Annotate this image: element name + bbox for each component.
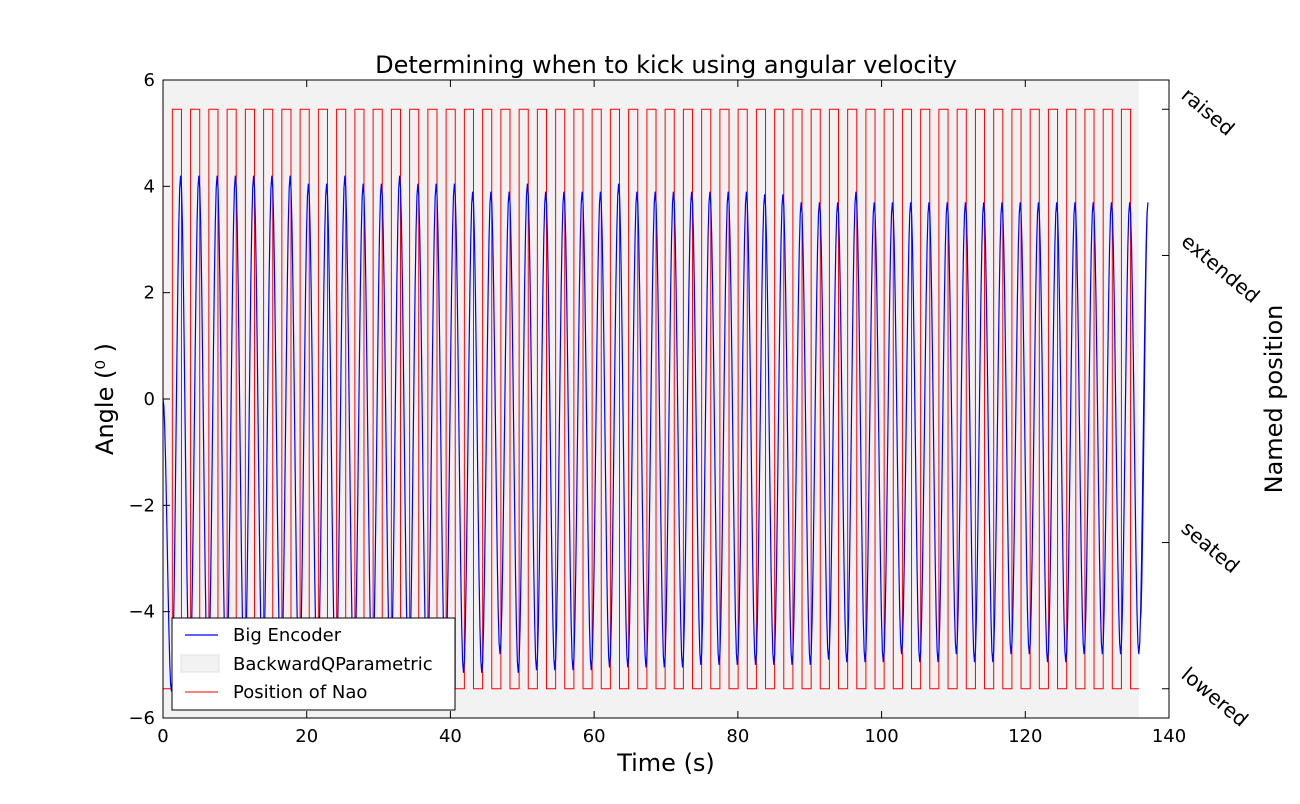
right-tick-label-lowered: lowered	[1177, 662, 1253, 731]
y-tick-label: −2	[128, 495, 155, 516]
x-tick-label: 20	[295, 726, 318, 747]
y-tick-label: 4	[144, 176, 155, 197]
y-tick-label: 6	[144, 70, 155, 91]
right-tick-label-raised: raised	[1177, 83, 1240, 141]
legend-label-big-encoder: Big Encoder	[233, 625, 342, 646]
y-tick-label: −6	[128, 708, 155, 729]
y-tick-label: −4	[128, 602, 155, 623]
x-tick-label: 100	[864, 726, 898, 747]
x-tick-label: 120	[1008, 726, 1042, 747]
x-tick-label: 140	[1152, 726, 1186, 747]
series-layer	[162, 108, 1149, 692]
series-line-big-encoder	[162, 175, 1149, 692]
x-tick-label: 40	[439, 726, 462, 747]
y-axis-title: Angle (⁰ )	[91, 343, 119, 455]
y-tick-label: 2	[144, 283, 155, 304]
right-axis-title: Named position	[1260, 305, 1288, 494]
y-tick-label: 0	[144, 389, 155, 410]
series-line-position-of-nao	[163, 108, 1139, 690]
x-axis-title: Time (s)	[616, 749, 715, 777]
chart-title: Determining when to kick using angular v…	[375, 51, 957, 79]
legend: Big Encoder BackwardQParametric Position…	[171, 617, 456, 711]
right-tick-label-seated: seated	[1177, 516, 1244, 578]
x-tick-label: 0	[157, 726, 168, 747]
right-tick-label-extended: extended	[1177, 229, 1265, 308]
x-tick-label: 60	[583, 726, 606, 747]
legend-label-position-of-nao: Position of Nao	[233, 682, 367, 703]
legend-swatch-backward-q	[180, 654, 220, 673]
legend-label-backward-q: BackwardQParametric	[233, 654, 433, 675]
x-tick-label: 80	[726, 726, 749, 747]
